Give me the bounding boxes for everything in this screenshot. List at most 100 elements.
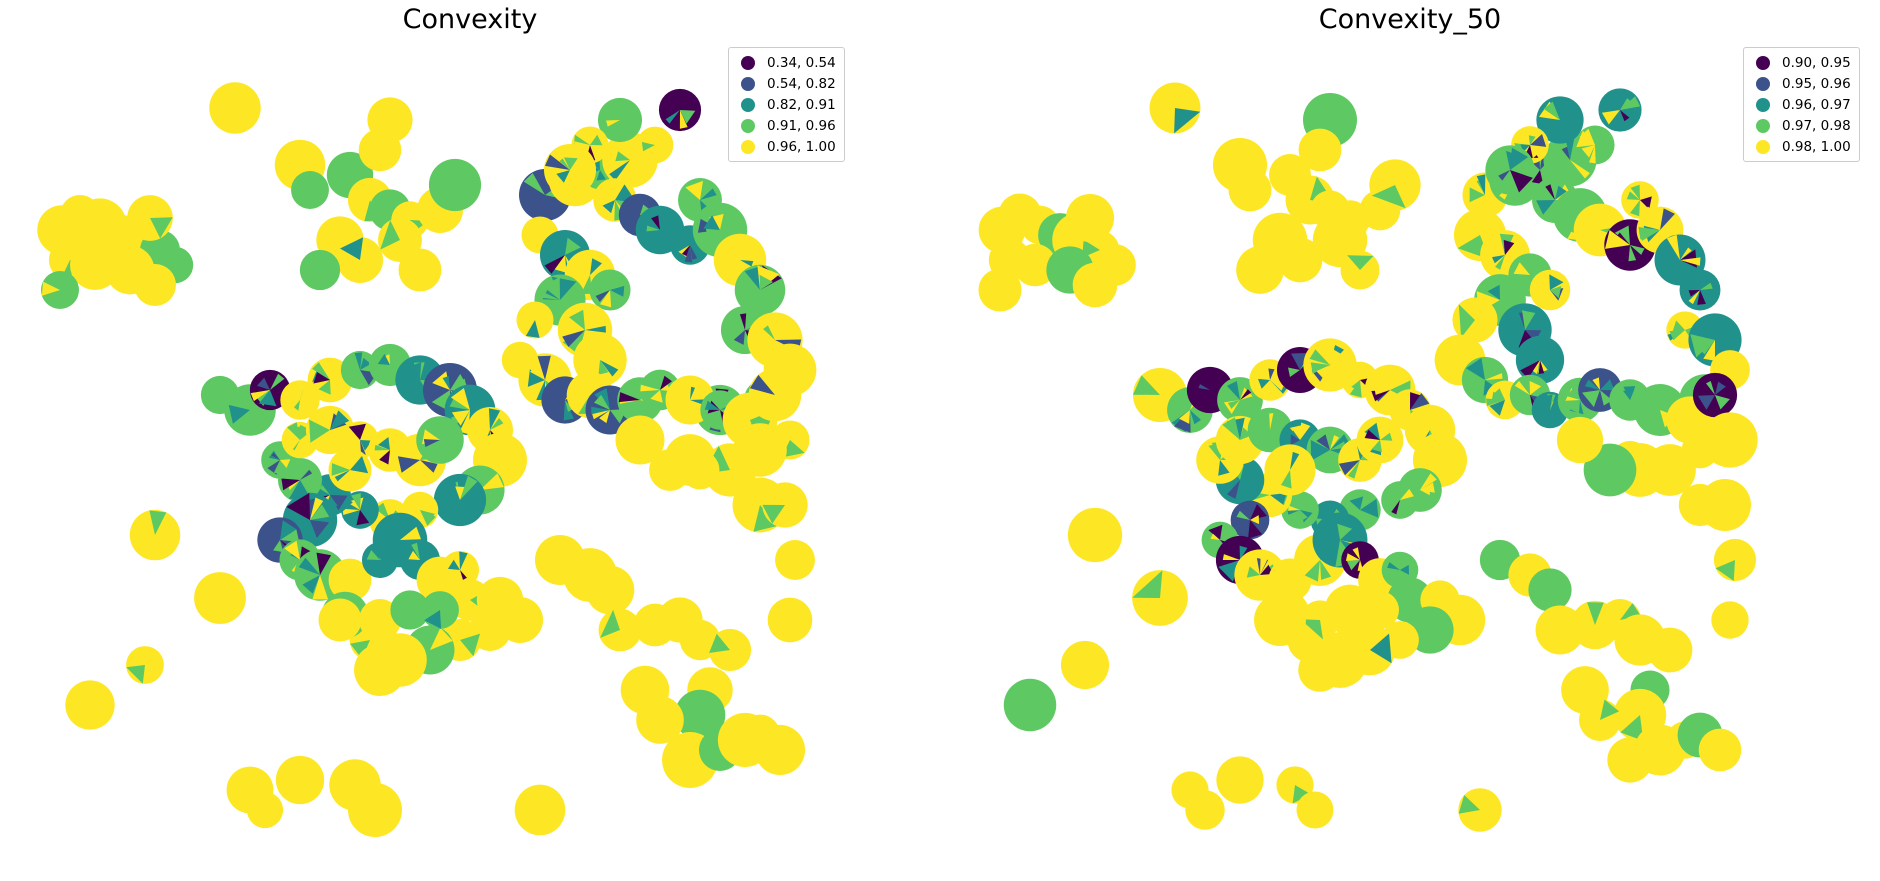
tessellation-cell xyxy=(596,170,606,181)
tessellation-cell xyxy=(1333,240,1366,267)
tessellation-cell xyxy=(1570,196,1580,215)
tessellation-cell xyxy=(287,440,300,450)
tessellation-cell xyxy=(569,309,585,330)
tessellation-cell xyxy=(377,353,390,365)
tessellation-cell xyxy=(1288,367,1300,377)
tessellation-cell xyxy=(660,375,672,390)
tessellation-cell xyxy=(300,424,312,440)
settlement-polygon xyxy=(585,565,635,615)
tessellation-cell xyxy=(1297,370,1307,384)
tessellation-cell xyxy=(1550,286,1562,299)
tessellation-cell xyxy=(1420,482,1435,493)
tessellation-cell xyxy=(602,200,615,214)
tessellation-cell xyxy=(350,640,370,659)
tessellation-cell xyxy=(459,551,468,570)
tessellation-cell xyxy=(1316,434,1330,450)
settlement-polygon xyxy=(1711,601,1749,639)
tessellation-cell xyxy=(379,450,390,465)
tessellation-cell xyxy=(1380,432,1393,441)
tessellation-cell xyxy=(1338,460,1360,476)
tessellation-cell xyxy=(309,419,330,443)
tessellation-cell xyxy=(1348,460,1360,479)
tessellation-cell xyxy=(400,526,421,540)
map-polygons-group xyxy=(978,82,1758,832)
tessellation-cell xyxy=(1582,390,1600,408)
tessellation-cell xyxy=(544,255,565,274)
tessellation-cell xyxy=(1371,185,1406,209)
tessellation-cell xyxy=(615,151,630,162)
tessellation-cell xyxy=(620,108,633,120)
tessellation-cell xyxy=(273,540,284,553)
settlement-polygon xyxy=(1067,507,1123,563)
choropleth-map-convexity-50 xyxy=(978,82,1758,832)
tessellation-cell xyxy=(1458,304,1475,338)
tessellation-cell xyxy=(1700,340,1715,355)
legend-label: 0.96, 1.00 xyxy=(767,138,836,155)
tessellation-cell xyxy=(342,508,360,515)
tessellation-cell xyxy=(1672,320,1685,333)
tessellation-cell xyxy=(1233,400,1245,418)
legend-item: 0.96, 1.00 xyxy=(737,136,836,157)
tessellation-cell xyxy=(360,440,372,451)
tessellation-cell xyxy=(273,460,280,474)
tessellation-cell xyxy=(1715,381,1726,395)
tessellation-cell xyxy=(423,439,440,447)
tessellation-cell xyxy=(528,195,549,216)
settlement-polygon xyxy=(1698,728,1742,772)
tessellation-cell xyxy=(1266,468,1290,491)
legend-label: 0.91, 0.96 xyxy=(767,117,836,134)
tessellation-cell xyxy=(1227,400,1240,409)
tessellation-cell xyxy=(1499,326,1525,345)
tessellation-cell xyxy=(318,380,331,395)
tessellation-cell xyxy=(757,393,775,406)
tessellation-cell xyxy=(1510,147,1529,170)
tessellation-cell xyxy=(1640,196,1652,208)
tessellation-cell xyxy=(1228,187,1250,209)
tessellation-cell xyxy=(1210,533,1220,540)
tessellation-cell xyxy=(1240,427,1253,440)
tessellation-cell xyxy=(1469,187,1485,203)
tessellation-cell xyxy=(300,469,313,480)
tessellation-cell xyxy=(448,559,460,570)
tessellation-cell xyxy=(1287,510,1300,515)
tessellation-cell xyxy=(1391,500,1400,515)
legend-marker xyxy=(741,139,755,154)
tessellation-cell xyxy=(480,473,504,490)
tessellation-cell xyxy=(646,230,664,254)
tessellation-cell xyxy=(354,352,363,370)
settlement-polygon xyxy=(291,171,329,209)
tessellation-cell xyxy=(1640,443,1667,477)
tessellation-cell xyxy=(640,204,650,215)
legend-item: 0.82, 0.91 xyxy=(737,94,836,115)
legend-marker xyxy=(741,55,755,70)
tessellation-cell xyxy=(1384,500,1400,508)
tessellation-cell xyxy=(598,360,609,375)
tessellation-cell xyxy=(665,110,680,124)
tessellation-cell xyxy=(1620,715,1644,741)
tessellation-cell xyxy=(470,430,490,445)
tessellation-cell xyxy=(1387,562,1400,570)
settlement-polygon xyxy=(1185,790,1225,830)
tessellation-cell xyxy=(571,258,590,275)
tessellation-cell xyxy=(1222,554,1240,560)
tessellation-cell xyxy=(82,681,111,705)
tessellation-cell xyxy=(607,271,621,290)
tessellation-cell xyxy=(428,440,440,455)
tessellation-cell xyxy=(1352,547,1360,560)
tessellation-cell xyxy=(1351,380,1360,392)
legend-label: 0.97, 0.98 xyxy=(1782,117,1851,134)
tessellation-cell xyxy=(1581,145,1595,158)
tessellation-cell xyxy=(684,245,693,263)
tessellation-cell xyxy=(690,245,698,260)
tessellation-cell xyxy=(348,423,366,440)
tessellation-cell xyxy=(126,665,145,684)
tessellation-cell xyxy=(1575,230,1600,255)
tessellation-cell xyxy=(521,810,540,836)
tessellation-cell xyxy=(360,357,371,370)
tessellation-cell xyxy=(1410,393,1430,410)
tessellation-cell xyxy=(1565,137,1575,160)
tessellation-cell xyxy=(610,285,625,297)
tessellation-cell xyxy=(1530,145,1544,159)
tessellation-cell xyxy=(351,790,375,824)
tessellation-cell xyxy=(310,520,330,538)
